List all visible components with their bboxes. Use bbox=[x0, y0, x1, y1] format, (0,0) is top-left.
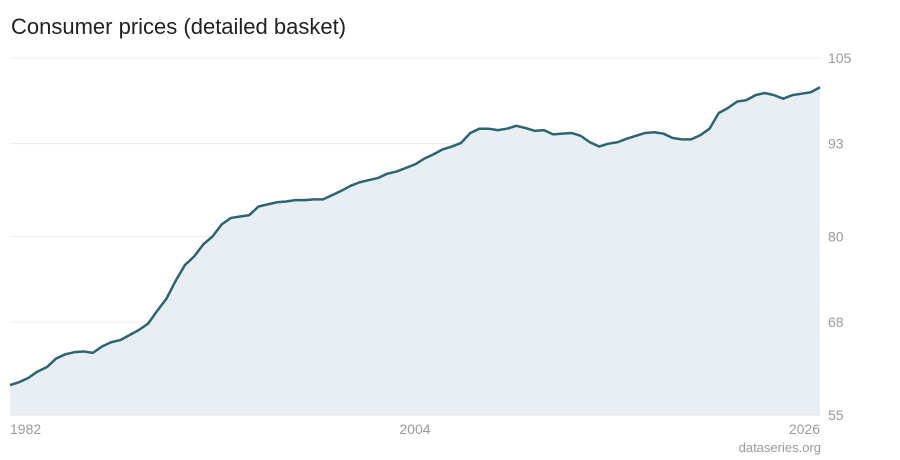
y-tick-label-2: 80 bbox=[828, 229, 844, 245]
chart-title: Consumer prices (detailed basket) bbox=[11, 14, 347, 39]
x-tick-label-2: 2026 bbox=[789, 421, 820, 437]
source-label: dataseries.org bbox=[738, 440, 821, 455]
y-tick-label-4: 105 bbox=[828, 50, 852, 66]
y-tick-label-3: 93 bbox=[828, 136, 844, 152]
x-tick-label-0: 1982 bbox=[10, 421, 41, 437]
x-tick-label-1: 2004 bbox=[399, 421, 430, 437]
x-tick-labels: 1982 2004 2026 bbox=[10, 421, 820, 437]
y-tick-label-1: 68 bbox=[828, 314, 844, 330]
area-fill bbox=[10, 87, 820, 416]
y-tick-labels: 55 68 80 93 105 bbox=[828, 50, 852, 423]
series-line bbox=[9, 86, 821, 387]
y-tick-label-0: 55 bbox=[828, 407, 844, 423]
